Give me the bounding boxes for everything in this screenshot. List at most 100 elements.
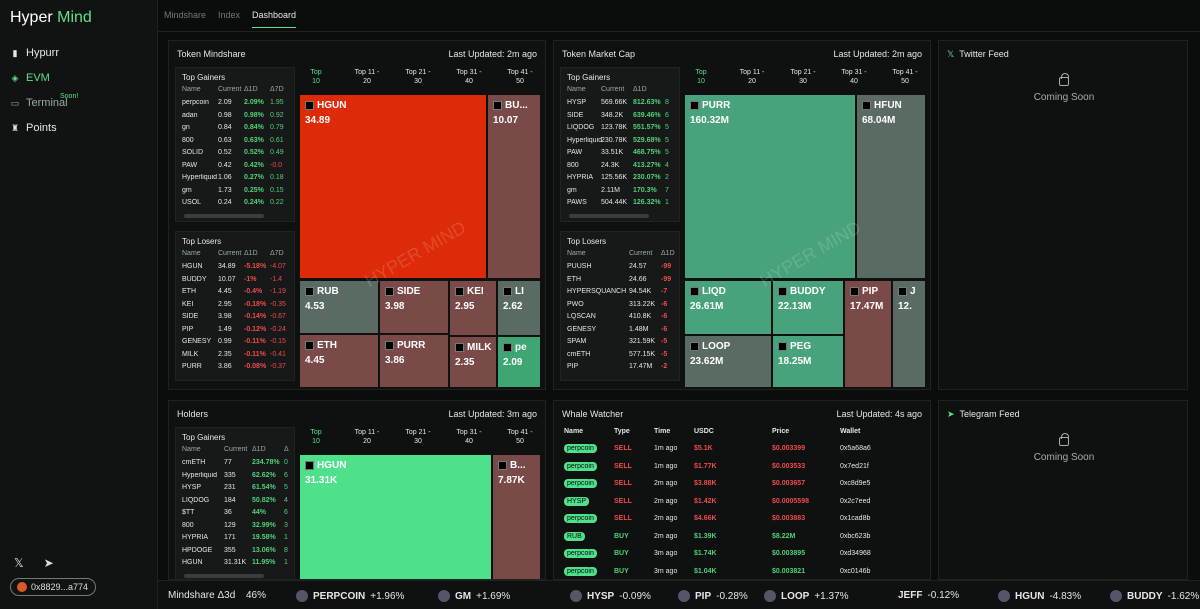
list-item[interactable]: Hyperliquid 230.78K 529.68% 5 (567, 137, 679, 149)
list-item[interactable]: gm 2.11M 170.3% 7 (567, 187, 679, 199)
treemap-cell[interactable]: SIDE 3.98 (379, 280, 449, 334)
ticker-item[interactable]: PERPCOIN +1.96% (296, 590, 404, 602)
treemap-cell[interactable]: KEI 2.95 (449, 280, 497, 336)
list-item[interactable]: KEI 2.95 -0.18% -0.35 (182, 301, 294, 313)
treemap-cell[interactable]: J 12. (892, 280, 926, 388)
treemap-tab-5[interactable]: Top 41 - 50 (495, 428, 545, 446)
list-item[interactable]: HGUN 31.31K 11.95% 1 (182, 559, 294, 571)
list-item[interactable]: ETH 24.66 -99 (567, 276, 679, 288)
wallet-address[interactable]: 0x5a68a6 (840, 445, 871, 452)
list-item[interactable]: GENESY 0.99 -0.11% -0.15 (182, 338, 294, 350)
ticker-item[interactable]: BUDDY -1.62% (1110, 590, 1199, 602)
sidebar-item-hypurr[interactable]: ▮ Hypurr (0, 40, 158, 65)
list-item[interactable]: LIQDOG 184 50.82% 4 (182, 497, 294, 509)
treemap-cell[interactable]: MILK 2.35 (449, 336, 497, 388)
treemap-cell[interactable]: HGUN 34.89 (299, 94, 487, 279)
treemap-tab-5[interactable]: Top 41 - 50 (495, 68, 545, 86)
table-row[interactable]: perpcoin SELL 2m ago $4.66K $0.003883 0x1cad8… (562, 514, 922, 529)
list-item[interactable]: PURR 3.86 -0.08% -0.37 (182, 363, 294, 375)
treemap-cell[interactable]: RUB 4.53 (299, 280, 379, 334)
treemap-tab-1[interactable]: Top 10 (291, 428, 341, 446)
wallet-address[interactable]: 0xbc623b (840, 532, 871, 540)
treemap-cell[interactable]: ETH 4.45 (299, 334, 379, 388)
token-badge[interactable]: perpcoin (564, 514, 597, 523)
list-item[interactable]: HYPERSQUANCH 94.54K -7 (567, 288, 679, 300)
treemap-tab-3[interactable]: Top 21 - 30 (393, 428, 443, 446)
ticker-item[interactable]: LOOP +1.37% (764, 590, 849, 602)
wallet-address[interactable]: 0x1cad8b (840, 515, 871, 522)
wallet-address[interactable]: 0xc0146b (840, 567, 871, 575)
list-item[interactable]: SIDE 348.2K 639.46% 6 (567, 112, 679, 124)
list-item[interactable]: SPAM 321.59K -5 (567, 338, 679, 350)
horizontal-scrollbar[interactable] (569, 213, 649, 218)
token-badge[interactable]: perpcoin (564, 566, 597, 576)
list-item[interactable]: Hyperliquid 335 62.62% 6 (182, 472, 294, 484)
list-item[interactable]: adan 0.98 0.98% 0.92 (182, 112, 294, 124)
ticker-item[interactable]: PIP -0.28% (678, 590, 748, 602)
sidebar-item-points[interactable]: ♜ Points (0, 115, 158, 140)
ticker-item[interactable]: HGUN -4.83% (998, 590, 1081, 602)
treemap-tab-1[interactable]: Top 10 (676, 68, 726, 86)
table-row[interactable]: HYSP SELL 2m ago $1.42K $0.0005598 0x2c7eed (562, 496, 922, 512)
token-badge[interactable]: perpcoin (564, 479, 597, 488)
tab-mindshare[interactable]: Mindshare (164, 10, 207, 20)
list-item[interactable]: perpcoin 2.09 2.09% 1.95 (182, 99, 294, 111)
list-item[interactable]: gm 1.73 0.25% 0.15 (182, 187, 294, 199)
list-item[interactable]: 800 0.63 0.63% 0.61 (182, 137, 294, 149)
list-item[interactable]: PAWS 504.44K 126.32% 1 (567, 199, 679, 211)
treemap-tab-4[interactable]: Top 31 - 40 (444, 428, 494, 446)
treemap-cell[interactable]: PIP 17.47M (844, 280, 892, 388)
treemap-cell[interactable]: HFUN 68.04M (856, 94, 926, 279)
treemap-tab-2[interactable]: Top 11 - 20 (727, 68, 777, 86)
list-item[interactable]: HYSP 569.66K 812.63% 8 (567, 99, 679, 111)
table-row[interactable]: perpcoin BUY 3m ago $1.74K $0.003895 0xd34968 (562, 549, 922, 564)
list-item[interactable]: SOLID 0.52 0.52% 0.49 (182, 149, 294, 161)
treemap-tab-2[interactable]: Top 11 - 20 (342, 68, 392, 86)
sidebar-item-terminal[interactable]: ▭ Terminal Soon! (0, 90, 158, 115)
app-logo[interactable]: Hyper Mind (10, 9, 92, 27)
token-badge[interactable]: HYSP (564, 496, 590, 506)
list-item[interactable]: HYPRIA 125.56K 230.07% 2 (567, 174, 679, 186)
ticker-item[interactable]: GM +1.69% (438, 590, 510, 602)
list-item[interactable]: PUUSH 24.57 -99 (567, 263, 679, 275)
table-row[interactable]: RUB BUY 2m ago $1.39K $8.22M 0xbc623b (562, 531, 922, 547)
horizontal-scrollbar[interactable] (184, 573, 264, 578)
list-item[interactable]: HYPRIA 171 19.58% 1 (182, 534, 294, 546)
treemap-cell[interactable]: B... 7.87K (492, 454, 541, 579)
treemap-tab-4[interactable]: Top 31 - 40 (444, 68, 494, 86)
treemap-cell[interactable]: LOOP 23.62M (684, 335, 772, 388)
list-item[interactable]: HGUN 34.89 -5.18% -4.07 (182, 263, 294, 275)
list-item[interactable]: HYSP 231 61.54% 5 (182, 484, 294, 496)
token-badge[interactable]: RUB (564, 531, 585, 541)
wallet-address[interactable]: 0xc8d9e5 (840, 480, 871, 487)
wallet-address[interactable]: 0x2c7eed (840, 497, 871, 505)
token-badge[interactable]: perpcoin (564, 444, 597, 453)
treemap-tab-2[interactable]: Top 11 - 20 (342, 428, 392, 446)
treemap-cell[interactable]: BU... 10.07 (487, 94, 541, 279)
sidebar-item-evm[interactable]: ◈ EVM (0, 65, 158, 90)
table-row[interactable]: perpcoin SELL 1m ago $1.77K $0.003533 0x7ed21… (562, 461, 922, 477)
list-item[interactable]: ETH 4.45 -0.4% -1.19 (182, 288, 294, 300)
treemap-cell[interactable]: LIQD 26.61M (684, 280, 772, 335)
treemap-tab-5[interactable]: Top 41 - 50 (880, 68, 930, 86)
token-badge[interactable]: perpcoin (564, 549, 597, 558)
table-row[interactable]: perpcoin SELL 1m ago $5.1K $0.003399 0x5a68a6 (562, 444, 922, 459)
treemap-cell[interactable]: LI 2.62 (497, 280, 541, 336)
list-item[interactable]: Hyperliquid 1.06 0.27% 0.18 (182, 174, 294, 186)
list-item[interactable]: USOL 0.24 0.24% 0.22 (182, 199, 294, 211)
wallet-address[interactable]: 0x7ed21f (840, 462, 869, 470)
list-item[interactable]: PAW 33.51K 468.75% 5 (567, 149, 679, 161)
list-item[interactable]: HPDOGE 355 13.06% 8 (182, 547, 294, 559)
list-item[interactable]: 800 24.3K 413.27% 4 (567, 162, 679, 174)
list-item[interactable]: LQSCAN 410.8K -6 (567, 313, 679, 325)
wallet-address[interactable]: 0xd34968 (840, 550, 871, 557)
x-twitter-icon[interactable]: 𝕏 (14, 556, 24, 570)
list-item[interactable]: $TT 36 44% 6 (182, 509, 294, 521)
ticker-item[interactable]: JEFF -0.12% (898, 590, 959, 601)
treemap-cell[interactable]: PURR 3.86 (379, 334, 449, 388)
list-item[interactable]: BUDDY 10.07 -1% -1.4 (182, 276, 294, 288)
telegram-icon[interactable]: ➤ (43, 556, 54, 570)
ticker-item[interactable]: HYSP -0.09% (570, 590, 651, 602)
treemap-tab-3[interactable]: Top 21 - 30 (393, 68, 443, 86)
treemap-tab-3[interactable]: Top 21 - 30 (778, 68, 828, 86)
